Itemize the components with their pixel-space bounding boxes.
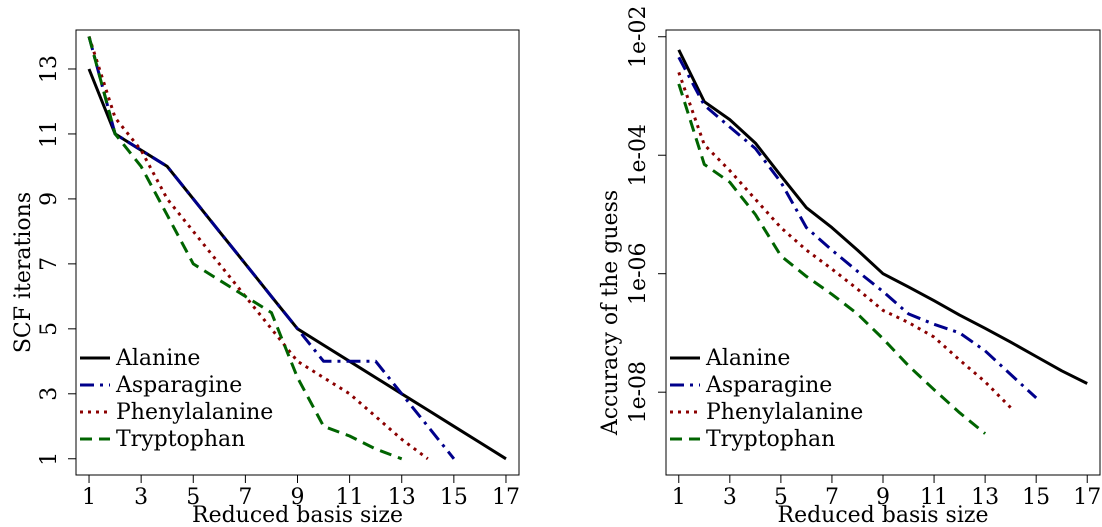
- legend-label: Tryptophan: [116, 427, 245, 452]
- x-tick-label: 17: [492, 485, 520, 510]
- series-line-asparagine: [677, 56, 1038, 400]
- series-line-asparagine: [87, 36, 456, 460]
- x-tick-label: 15: [1022, 485, 1050, 510]
- x-tick-label: 5: [774, 485, 788, 510]
- y-tick-label: 1e-04: [626, 124, 651, 186]
- series-line-phenylalanine: [87, 36, 429, 461]
- x-tick-label: 5: [186, 485, 200, 510]
- legend-label: Tryptophan: [706, 427, 835, 452]
- y-tick-label: 3: [37, 387, 62, 401]
- x-axis-title: Reduced basis size: [192, 503, 403, 527]
- x-tick-label: 3: [723, 485, 737, 510]
- x-tick-label: 13: [388, 485, 416, 510]
- right-chart-guess-accuracy: 1 3 5 7 9 11 13 15 171e-081e-061e-041e-02Reduced…: [598, 6, 1101, 527]
- x-tick-label: 1: [82, 485, 96, 510]
- y-tick-label: 11: [37, 120, 62, 148]
- x-tick-label: 1: [672, 485, 686, 510]
- legend-label: Alanine: [115, 346, 200, 371]
- legend-label: Phenylalanine: [116, 400, 273, 425]
- x-tick-label: 11: [336, 485, 364, 510]
- y-tick-label: 1: [37, 452, 62, 466]
- x-tick-label: 15: [440, 485, 468, 510]
- y-tick-label: 1e-06: [626, 242, 651, 304]
- x-tick-label: 9: [291, 485, 305, 510]
- y-tick-label: 13: [37, 55, 62, 83]
- x-tick-label: 3: [134, 485, 148, 510]
- series-line-tryptophan: [87, 36, 403, 461]
- legend-label: Alanine: [705, 346, 790, 371]
- x-tick-label: 7: [825, 485, 839, 510]
- y-axis-title: Accuracy of the guess: [598, 190, 623, 436]
- legend-label: Phenylalanine: [706, 400, 863, 425]
- legend-label: Asparagine: [115, 373, 242, 398]
- x-tick-label: 11: [920, 485, 948, 510]
- y-tick-label: 9: [37, 192, 62, 206]
- legend-label: Asparagine: [705, 373, 832, 398]
- y-axis-title: SCF iterations: [11, 192, 36, 353]
- series-line-tryptophan: [677, 83, 987, 435]
- y-tick-label: 1e-02: [626, 6, 651, 68]
- y-tick-label: 1e-08: [626, 361, 651, 423]
- x-tick-label: 17: [1073, 485, 1101, 510]
- x-tick-label: 9: [876, 485, 890, 510]
- x-tick-label: 13: [971, 485, 999, 510]
- x-axis-title: Reduced basis size: [778, 503, 989, 527]
- x-tick-label: 7: [238, 485, 252, 510]
- y-tick-label: 5: [37, 322, 62, 336]
- series-line-alanine: [677, 49, 1088, 385]
- y-tick-label: 7: [37, 257, 62, 271]
